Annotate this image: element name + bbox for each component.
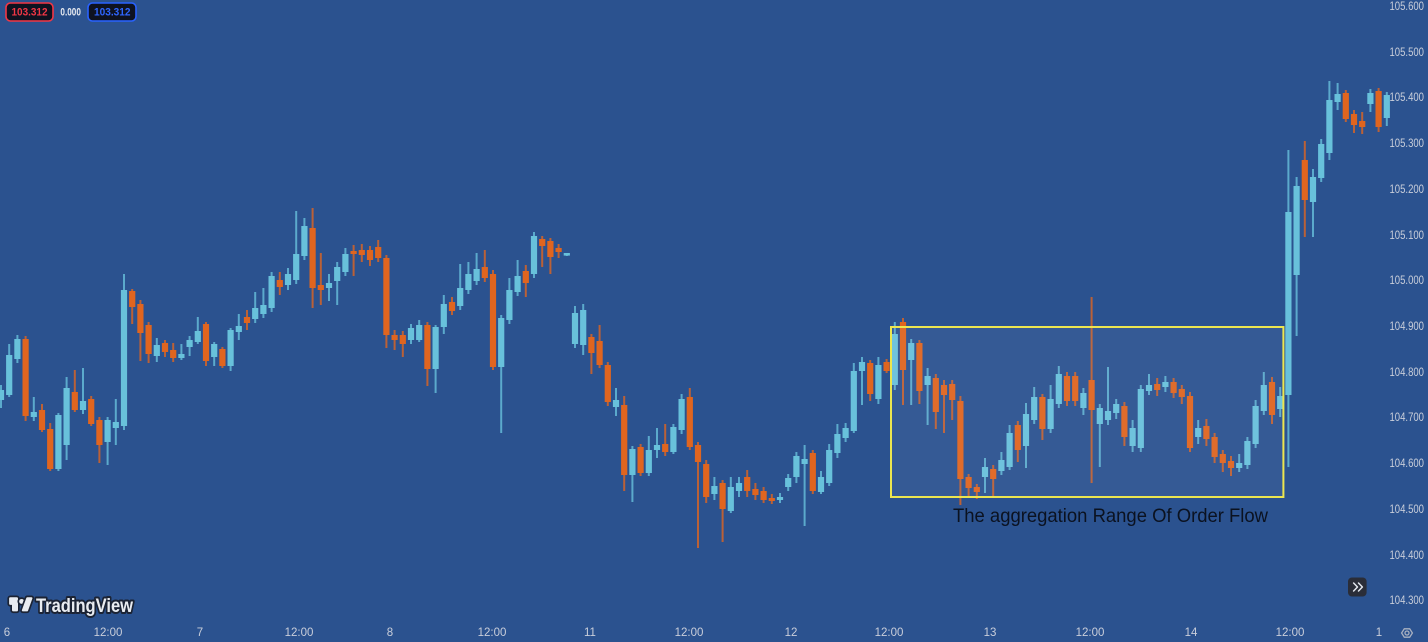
svg-text:105.500: 105.500 xyxy=(1390,47,1425,59)
svg-text:1: 1 xyxy=(1376,627,1382,639)
svg-text:104.300: 104.300 xyxy=(1390,595,1425,607)
svg-text:103.312: 103.312 xyxy=(94,7,131,19)
svg-text:104.500: 104.500 xyxy=(1390,504,1425,516)
svg-text:105.400: 105.400 xyxy=(1390,92,1425,104)
svg-text:105.300: 105.300 xyxy=(1390,138,1425,150)
svg-text:104.800: 104.800 xyxy=(1390,367,1425,379)
svg-text:13: 13 xyxy=(984,627,997,639)
svg-text:12: 12 xyxy=(785,627,798,639)
svg-text:12:00: 12:00 xyxy=(1076,627,1105,639)
svg-text:12:00: 12:00 xyxy=(478,627,507,639)
svg-text:12:00: 12:00 xyxy=(285,627,314,639)
svg-text:105.200: 105.200 xyxy=(1390,184,1425,196)
svg-text:7: 7 xyxy=(197,627,203,639)
svg-text:14: 14 xyxy=(1185,627,1198,639)
svg-text:105.100: 105.100 xyxy=(1390,230,1425,242)
svg-text:8: 8 xyxy=(387,627,393,639)
svg-text:TradingView: TradingView xyxy=(36,595,134,617)
svg-text:104.900: 104.900 xyxy=(1390,321,1425,333)
svg-text:12:00: 12:00 xyxy=(675,627,704,639)
svg-text:0.000: 0.000 xyxy=(60,7,81,19)
svg-text:11: 11 xyxy=(584,627,596,639)
svg-text:12:00: 12:00 xyxy=(1276,627,1305,639)
svg-text:104.600: 104.600 xyxy=(1390,458,1425,470)
svg-text:104.700: 104.700 xyxy=(1390,412,1425,424)
svg-text:The aggregation Range Of Order: The aggregation Range Of Order Flow xyxy=(953,505,1269,527)
svg-text:6: 6 xyxy=(4,627,10,639)
svg-text:104.400: 104.400 xyxy=(1390,550,1425,562)
svg-text:103.312: 103.312 xyxy=(12,7,48,19)
svg-text:105.600: 105.600 xyxy=(1390,1,1425,13)
svg-text:12:00: 12:00 xyxy=(875,627,904,639)
svg-text:105.000: 105.000 xyxy=(1390,275,1425,287)
svg-text:12:00: 12:00 xyxy=(94,627,123,639)
